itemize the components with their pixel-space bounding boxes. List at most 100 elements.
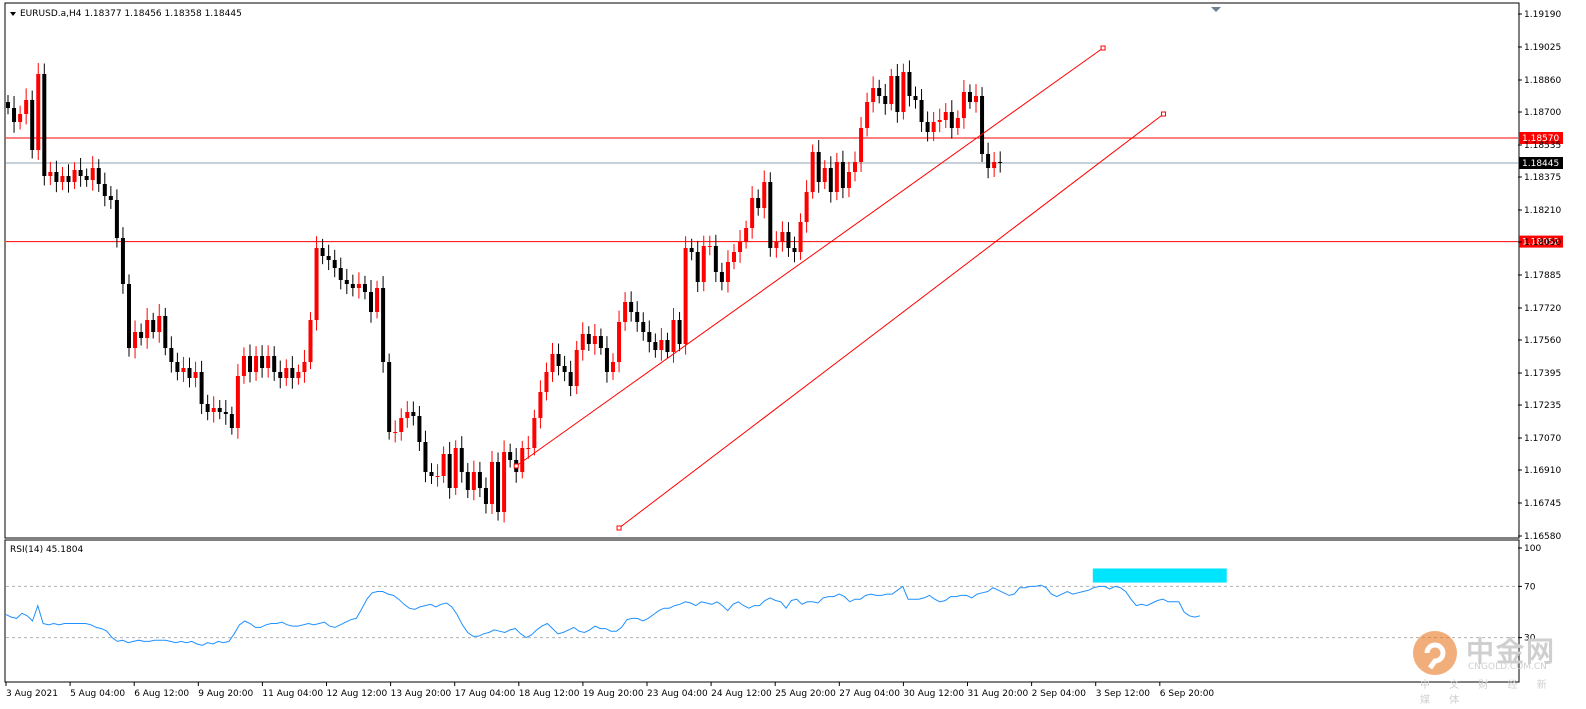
candle-body [151, 320, 156, 332]
candle-body [955, 118, 960, 128]
candle-body [562, 366, 567, 372]
candle-body [381, 288, 386, 362]
candle-body [314, 248, 319, 320]
candle-body [846, 172, 851, 188]
time-axis: 3 Aug 2021 5 Aug 04:00 6 Aug 12:00 9 Aug 20… [5, 682, 1214, 699]
candle-body [907, 72, 912, 96]
candle-body [974, 96, 978, 102]
level-price-tag [1519, 235, 1563, 248]
watermark-tagline: 中 文 财 经 新 媒 体 [1420, 680, 1555, 706]
candle-body [387, 362, 392, 432]
candle-body [18, 114, 23, 122]
candle-body [538, 392, 543, 418]
candle-body [272, 356, 277, 372]
collapse-arrow-icon[interactable] [10, 12, 16, 16]
candle-body [840, 162, 845, 188]
candle-body [895, 76, 900, 112]
channel-lower-line [618, 113, 1164, 529]
candle-body [429, 472, 434, 476]
time-tick-label: 27 Aug 04:00 [839, 689, 900, 699]
price-tick-label: 1.17395 [1524, 369, 1561, 379]
watermark-site: CNGOLD.COM.CN [1468, 662, 1547, 672]
candle-body [804, 192, 809, 222]
chart-header: EURUSD.a,H4 1.18377 1.18456 1.18358 1.18… [20, 9, 242, 19]
channel-anchor-point [513, 463, 519, 469]
level-price-tag [1519, 132, 1563, 144]
candle-body [901, 72, 906, 112]
candle-body [211, 408, 216, 412]
candle-body [611, 362, 615, 372]
candle-body [114, 200, 119, 238]
price-tick-label: 1.17235 [1524, 401, 1561, 411]
candle-body [465, 472, 470, 490]
candle-body [217, 408, 222, 412]
candle-body [617, 322, 622, 362]
candle-body [834, 162, 839, 192]
candle-body [992, 162, 997, 168]
candle-body [496, 462, 501, 512]
candle-body [308, 320, 313, 362]
candle-body [913, 96, 918, 100]
candle-body [447, 454, 452, 488]
rsi-tick-label: 100 [1524, 544, 1541, 554]
candle-body [223, 412, 228, 414]
candle-body [925, 122, 930, 132]
time-tick-label: 19 Aug 20:00 [583, 689, 644, 699]
brand-logo-icon [1413, 631, 1457, 675]
level-price-label: 1.18570 [1522, 134, 1559, 144]
candle-body [986, 154, 991, 168]
candle-body [30, 100, 35, 150]
time-tick-label: 30 Aug 12:00 [903, 689, 964, 699]
rsi-highlight-box [1092, 568, 1227, 583]
candle-body [798, 222, 803, 252]
candle-body [937, 120, 942, 122]
price-tick-label: 1.18700 [1524, 108, 1561, 118]
candle-body [822, 168, 827, 182]
candle-body [683, 248, 688, 344]
time-tick-label: 3 Sep 12:00 [1096, 689, 1151, 699]
candle-body [750, 198, 755, 228]
candle-body [792, 248, 797, 252]
candle-body [980, 96, 985, 154]
horizontal-levels: 1.18570 1.18052 1.18445 [6, 132, 1563, 248]
price-tick-label: 1.18210 [1524, 206, 1561, 216]
candles [6, 60, 1003, 523]
candle-body [828, 168, 833, 192]
candle-body [713, 246, 718, 272]
candle-body [369, 292, 373, 312]
candle-body [889, 76, 894, 104]
candle-body [423, 442, 428, 472]
time-tick-label: 12 Aug 12:00 [327, 689, 388, 699]
candle-body [320, 248, 325, 256]
candle-body [393, 432, 398, 433]
candle-body [290, 368, 295, 378]
time-tick-label: 9 Aug 20:00 [198, 689, 253, 699]
rsi-panel-frame [4, 539, 1520, 683]
price-tick-label: 1.17560 [1524, 336, 1561, 346]
candle-body [574, 350, 579, 386]
price-tick-label: 1.18535 [1524, 141, 1561, 151]
candle-body [266, 356, 271, 368]
candle-body [435, 476, 440, 477]
candle-body [707, 246, 712, 247]
candle-body [405, 412, 410, 418]
candle-body [254, 356, 259, 372]
candle-body [725, 262, 730, 282]
channel-upper-line [515, 47, 1104, 467]
shift-marker-icon[interactable] [1211, 7, 1221, 12]
candle-body [350, 284, 355, 288]
rsi-indicator: 100 70 30 [5, 544, 1541, 646]
candle-body [647, 332, 652, 342]
candle-body [532, 418, 537, 448]
candle-body [60, 176, 65, 182]
candle-body [859, 128, 864, 162]
candle-body [592, 336, 597, 344]
rsi-header: RSI(14) 45.1804 [10, 545, 83, 555]
candle-body [568, 372, 573, 386]
candle-body [604, 348, 609, 372]
candle-body [235, 376, 240, 428]
candle-body [145, 320, 150, 338]
candle-body [338, 268, 343, 280]
candle-body [719, 272, 724, 282]
candle-body [24, 100, 29, 114]
